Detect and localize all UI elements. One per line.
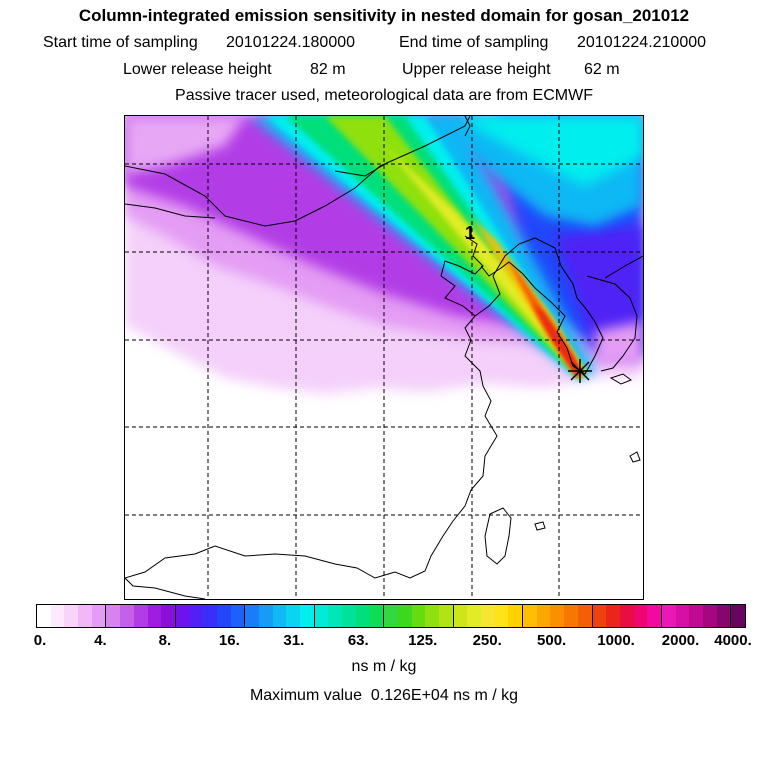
colorbar-swatch [161, 605, 176, 627]
colorbar-swatch [147, 605, 162, 627]
colorbar-swatch [716, 605, 732, 627]
colorbar-swatch [689, 605, 703, 627]
end-time-value: 20101224.210000 [577, 34, 707, 51]
colorbar-swatch [550, 605, 565, 627]
colorbar-swatch [564, 605, 578, 627]
colorbar-swatch [328, 605, 343, 627]
colorbar-swatch [523, 605, 537, 627]
colorbar-swatch [37, 605, 51, 627]
colorbar-swatch [494, 605, 509, 627]
colorbar-swatch [50, 605, 65, 627]
colorbar-swatch [481, 605, 495, 627]
start-time-value: 20101224.180000 [226, 34, 356, 51]
colorbar-swatch [342, 605, 356, 627]
colorbar-swatch [619, 605, 634, 627]
colorbar-swatch [175, 605, 190, 627]
colorbar-swatch [369, 605, 385, 627]
end-time-label: End time of sampling [399, 34, 549, 51]
colorbar-swatch [78, 605, 92, 627]
colorbar-tick-label: 250. [472, 632, 502, 649]
colorbar-tick-label: 0. [33, 632, 47, 649]
colorbar-swatch [592, 605, 607, 627]
colorbar-tick-label: 63. [347, 632, 369, 649]
colorbar-swatch [133, 605, 148, 627]
colorbar-swatch [675, 605, 690, 627]
subtitle: Passive tracer used, meteorological data… [175, 87, 593, 104]
upper-height-value: 62 m [584, 61, 620, 78]
max-value-label: Maximum value [249, 687, 362, 704]
colorbar-swatch [259, 605, 273, 627]
coastlines [125, 116, 643, 599]
colorbar-swatch [216, 605, 231, 627]
start-time-label: Start time of sampling [43, 34, 198, 51]
colorbar-swatch [633, 605, 648, 627]
colorbar-swatch [120, 605, 134, 627]
colorbar-swatch [91, 605, 107, 627]
colorbar-swatch [577, 605, 593, 627]
colorbar-swatch [384, 605, 398, 627]
sensitivity-map: 1 [124, 115, 644, 600]
colorbar-swatch [508, 605, 524, 627]
colorbar-tick-label: 31. [283, 632, 305, 649]
asterisk-icon [568, 359, 592, 383]
colorbar-swatch [203, 605, 217, 627]
colorbar-tick-label: 500. [537, 632, 567, 649]
colorbar-swatch [314, 605, 329, 627]
colorbar-swatch [438, 605, 454, 627]
colorbar-tick-label: 16. [218, 632, 240, 649]
chart-title: Column-integrated emission sensitivity i… [78, 6, 690, 25]
colorbar-swatch [425, 605, 439, 627]
colorbar-tick-label: 4000. [714, 632, 752, 649]
colorbar-swatch [397, 605, 412, 627]
map-canvas: 1 [125, 116, 643, 599]
colorbar-swatch [300, 605, 315, 627]
units-label: ns m / kg [351, 658, 417, 675]
colorbar-swatch [731, 605, 746, 627]
lower-height-label: Lower release height [123, 61, 272, 78]
colorbar-swatch [647, 605, 662, 627]
colorbar-tick-label: 4. [94, 632, 107, 649]
colorbar-swatch [106, 605, 121, 627]
colorbar-tick-label: 8. [158, 632, 172, 649]
colorbar-swatch [64, 605, 79, 627]
colorbar-tick-label: 125. [408, 632, 438, 649]
colorbar-swatch [453, 605, 468, 627]
max-value: 0.126E+04 ns m / kg [370, 687, 519, 704]
colorbar-swatch [286, 605, 301, 627]
colorbar-swatch [467, 605, 481, 627]
colorbar-tick-label: 1000. [597, 632, 635, 649]
colorbar-swatch [411, 605, 426, 627]
max-value-line: Maximum value 0.126E+04 ns m / kg [0, 687, 768, 705]
colorbar-swatch [703, 605, 717, 627]
colorbar-swatch [245, 605, 259, 627]
colorbar [36, 604, 746, 628]
graticule [125, 116, 643, 599]
colorbar-swatch [606, 605, 620, 627]
colorbar-tick-label: 2000. [661, 632, 700, 649]
colorbar-swatch [661, 605, 676, 627]
colorbar-swatch [230, 605, 246, 627]
colorbar-swatch [355, 605, 370, 627]
colorbar-swatch [272, 605, 287, 627]
upper-height-label: Upper release height [402, 61, 551, 78]
marker-label: 1 [465, 223, 475, 243]
lower-height-value: 82 m [310, 61, 346, 78]
colorbar-swatch [189, 605, 204, 627]
colorbar-swatch [536, 605, 551, 627]
